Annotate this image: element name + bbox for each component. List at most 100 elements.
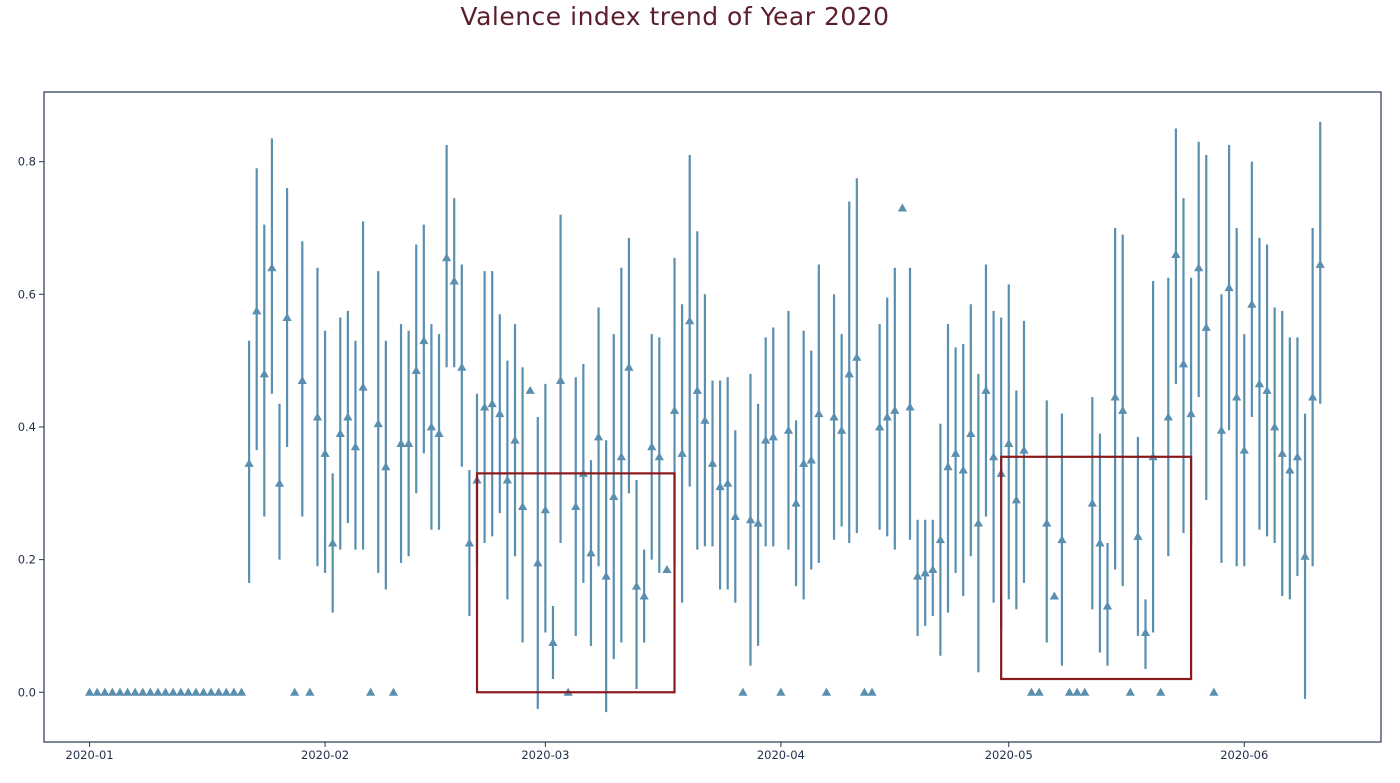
data-point (844, 369, 854, 378)
data-point (966, 428, 976, 438)
data-point (274, 478, 285, 487)
data-point (457, 362, 467, 371)
data-point (130, 687, 140, 696)
x-axis: 2020-01 2020-02 2020-03 2020-04 2020-05 2020-… (66, 742, 1268, 762)
data-point (950, 448, 961, 457)
error-bars (248, 121, 1322, 713)
data-point (1034, 687, 1044, 696)
y-tick-label: 0.0 (18, 685, 36, 699)
data-point (700, 415, 710, 424)
data-point (662, 564, 672, 574)
data-point (107, 687, 117, 696)
data-point (943, 462, 953, 471)
data-point (1277, 448, 1287, 457)
data-point (677, 448, 687, 457)
data-point (1064, 687, 1075, 696)
data-point (138, 687, 148, 696)
data-point (312, 412, 323, 421)
data-point (198, 687, 209, 696)
data-point (1057, 535, 1067, 544)
data-point (958, 465, 968, 474)
data-point (1102, 601, 1113, 610)
data-point (1292, 452, 1303, 461)
data-point (221, 687, 231, 696)
data-point (571, 501, 581, 510)
data-point (799, 458, 809, 467)
y-tick-label: 0.4 (18, 420, 36, 434)
data-point (1194, 263, 1204, 272)
x-tick-label: 2020-02 (301, 748, 349, 762)
data-point (191, 687, 201, 696)
data-point (1254, 379, 1265, 388)
data-point (160, 687, 171, 696)
data-point (829, 412, 839, 421)
data-point (707, 458, 718, 467)
data-point (84, 687, 95, 696)
data-point (176, 687, 186, 696)
data-point (426, 422, 437, 431)
data-point (343, 412, 353, 421)
x-tick-label: 2020-01 (66, 748, 114, 762)
data-point (988, 452, 999, 461)
data-point (806, 455, 816, 464)
data-point (905, 402, 915, 411)
data-point (404, 438, 414, 447)
data-point (229, 687, 239, 696)
data-point (586, 548, 596, 557)
data-point (692, 385, 702, 394)
data-point (1110, 392, 1120, 401)
data-point (1239, 445, 1249, 454)
data-point (715, 482, 725, 491)
data-point (480, 402, 490, 411)
data-point (837, 425, 847, 434)
data-point (593, 432, 604, 441)
data-point (654, 452, 664, 461)
data-point (1004, 438, 1014, 447)
data-point (1270, 422, 1280, 431)
data-point (1118, 405, 1128, 414)
data-point (517, 501, 528, 510)
data-point (1209, 687, 1219, 696)
data-point (761, 435, 771, 444)
data-point (510, 435, 520, 444)
highlight-boxes (475, 455, 1193, 694)
data-point (358, 382, 368, 391)
data-point (852, 352, 862, 361)
data-point (1019, 445, 1029, 454)
data-point (100, 687, 110, 696)
data-point (267, 263, 277, 272)
data-point (442, 253, 452, 262)
data-point (875, 422, 885, 431)
data-point (814, 409, 824, 418)
data-point (753, 518, 763, 527)
data-point (1080, 687, 1090, 696)
data-point (388, 687, 399, 696)
data-point (730, 511, 740, 520)
data-point (555, 375, 566, 384)
data-point (1042, 518, 1052, 527)
data-point (487, 399, 497, 408)
markers (84, 203, 1325, 696)
axes-frame (43, 91, 1382, 743)
data-point (601, 571, 611, 580)
data-point (745, 515, 756, 524)
data-point (153, 687, 163, 696)
data-point (464, 538, 475, 547)
data-point (1300, 551, 1310, 560)
x-tick-label: 2020-04 (757, 748, 805, 762)
data-point (1140, 627, 1151, 637)
data-point (92, 687, 102, 696)
data-point (1247, 299, 1257, 308)
data-point (867, 687, 877, 696)
data-point (259, 369, 269, 378)
data-point (1133, 531, 1143, 540)
data-point (282, 312, 292, 321)
data-point (882, 412, 892, 421)
data-point (647, 442, 657, 451)
data-point (1156, 687, 1166, 696)
data-point (920, 568, 930, 577)
data-point (502, 475, 512, 484)
data-point (669, 405, 680, 414)
data-point (236, 687, 247, 696)
